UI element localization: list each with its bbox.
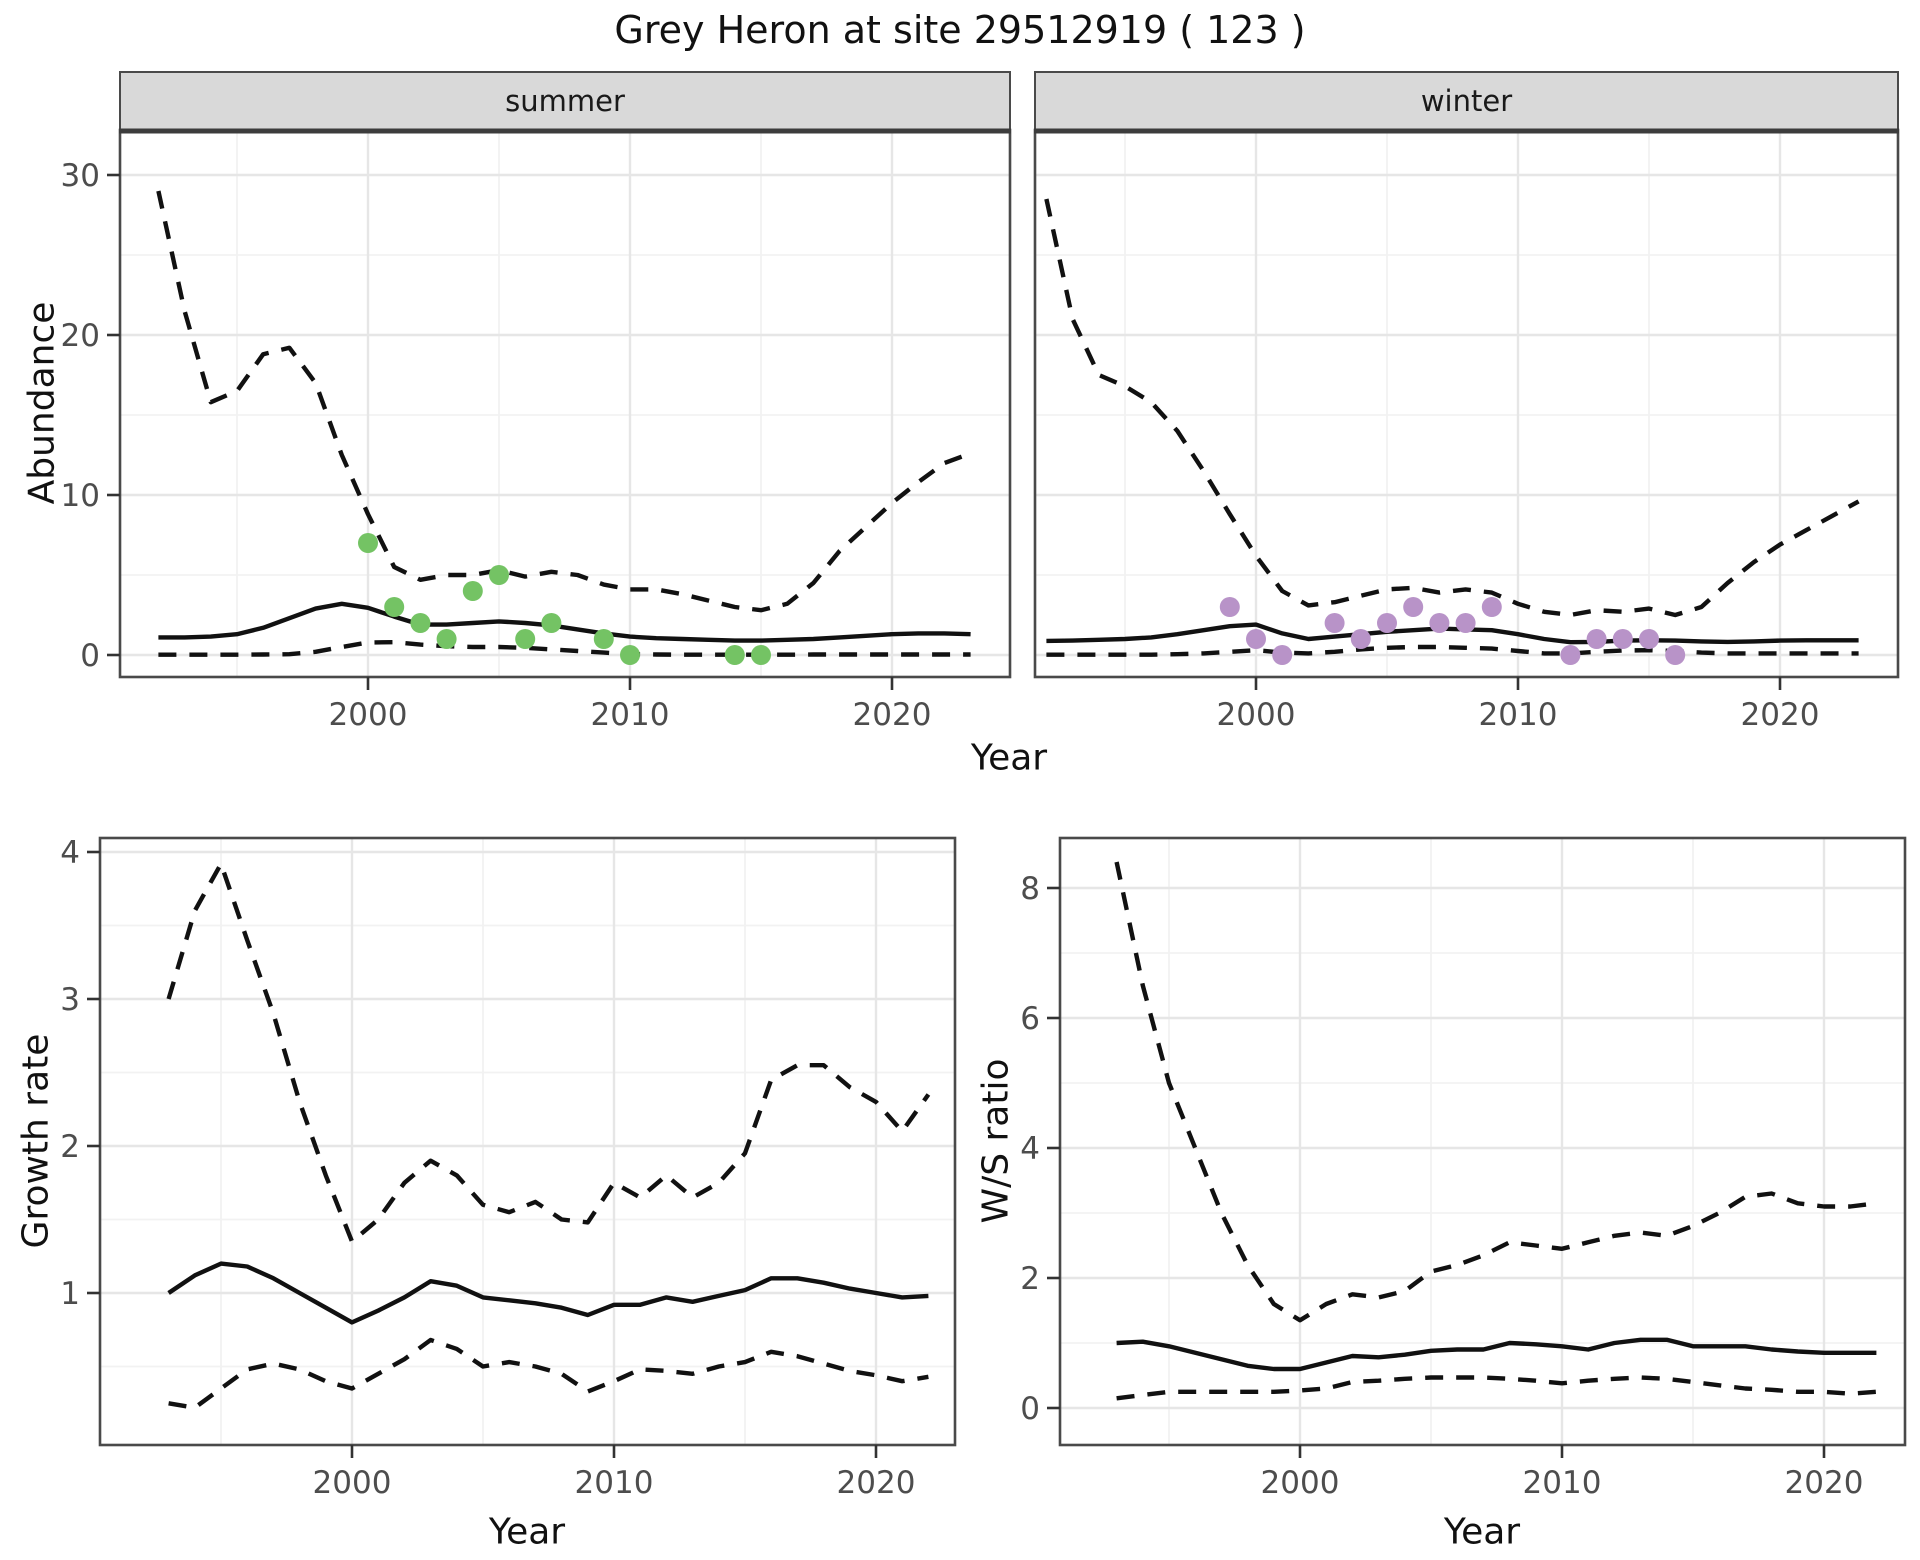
series-line-upper_ci [1044,198,1860,618]
x-tick-label: 2020 [1741,697,1820,733]
data-point [1665,645,1686,665]
series-line-upper_ci [156,190,972,613]
series-line-mean [158,601,971,643]
y-tick-label: 0 [80,638,100,674]
y-tick-label: 6 [1020,1001,1040,1037]
data-point [1350,629,1371,649]
x-tick-label: 2020 [853,697,932,733]
x-axis-title-year-bottom-right: Year [1443,1511,1521,1553]
facet-label-winter: winter [1420,84,1513,118]
data-point [1612,629,1633,649]
data-point [1403,597,1424,617]
data-point [1455,613,1476,633]
series-line-lower_ci [1116,1375,1877,1401]
data-point [436,629,457,649]
x-axis-title-year-bottom-left: Year [488,1511,566,1553]
y-tick-label: 8 [1020,871,1040,907]
data-point [410,613,431,633]
data-point [1586,629,1607,649]
y-axis-title-ws-ratio: W/S ratio [975,1058,1017,1224]
series-line-upper_ci [1114,861,1877,1323]
panel-border [1058,836,1907,1447]
x-tick-label: 2010 [1479,697,1558,733]
data-point [593,629,614,649]
panel-background [120,130,1010,677]
data-point [1481,597,1502,617]
x-tick-label: 2010 [591,697,670,733]
panel-background [1060,838,1905,1445]
data-point [515,629,536,649]
data-point [1324,613,1345,633]
series-line-mean [1046,622,1859,645]
y-tick-label: 4 [60,835,80,871]
x-tick-label: 2000 [313,1465,392,1501]
x-tick-label: 2010 [575,1465,654,1501]
y-tick-label: 4 [1020,1131,1040,1167]
x-tick-label: 2000 [1217,697,1296,733]
y-tick-label: 30 [61,158,100,194]
data-point [1377,613,1397,633]
data-point [489,565,509,585]
x-tick-label: 2010 [1523,1465,1602,1501]
data-point [620,645,640,665]
data-point [724,645,745,665]
x-tick-label: 2020 [1785,1465,1864,1501]
y-tick-label: 2 [1020,1261,1040,1297]
y-tick-label: 3 [60,982,80,1018]
panel-background [1035,130,1898,677]
data-point [1219,597,1240,617]
data-point [751,645,771,665]
series-line-lower_ci [1046,644,1859,657]
x-tick-label: 2020 [837,1465,916,1501]
y-axis-title-growth-rate: Growth rate [15,1033,57,1249]
panel-border [98,836,957,1447]
data-point [462,581,483,601]
data-point [541,613,562,633]
series-line-upper_ci [166,861,931,1244]
data-point [1429,613,1450,633]
series-line-lower_ci [168,1337,929,1410]
y-tick-label: 20 [61,318,100,354]
panel-background [100,838,955,1445]
y-tick-label: 2 [60,1129,80,1165]
facet-strip [119,71,1011,131]
data-point [358,533,378,553]
data-point [1560,645,1581,665]
data-point [1639,629,1659,649]
series-line-mean [1116,1337,1877,1372]
series-line-mean [167,1261,929,1325]
facet-strip [1034,71,1899,131]
data-point [1272,645,1293,665]
x-tick-label: 2000 [329,697,408,733]
facet-label-summer: summer [505,84,625,118]
x-tick-label: 2000 [1261,1465,1340,1501]
data-point [384,597,405,617]
data-point [1246,629,1266,649]
y-tick-label: 1 [60,1276,80,1312]
series-line-lower_ci [158,640,971,657]
y-tick-label: 0 [1020,1391,1040,1427]
figure-title: Grey Heron at site 29512919 ( 123 ) [614,8,1306,52]
y-axis-title-abundance: Abundance [21,301,63,505]
y-tick-label: 10 [61,478,100,514]
x-axis-title-year-top: Year [970,737,1048,779]
